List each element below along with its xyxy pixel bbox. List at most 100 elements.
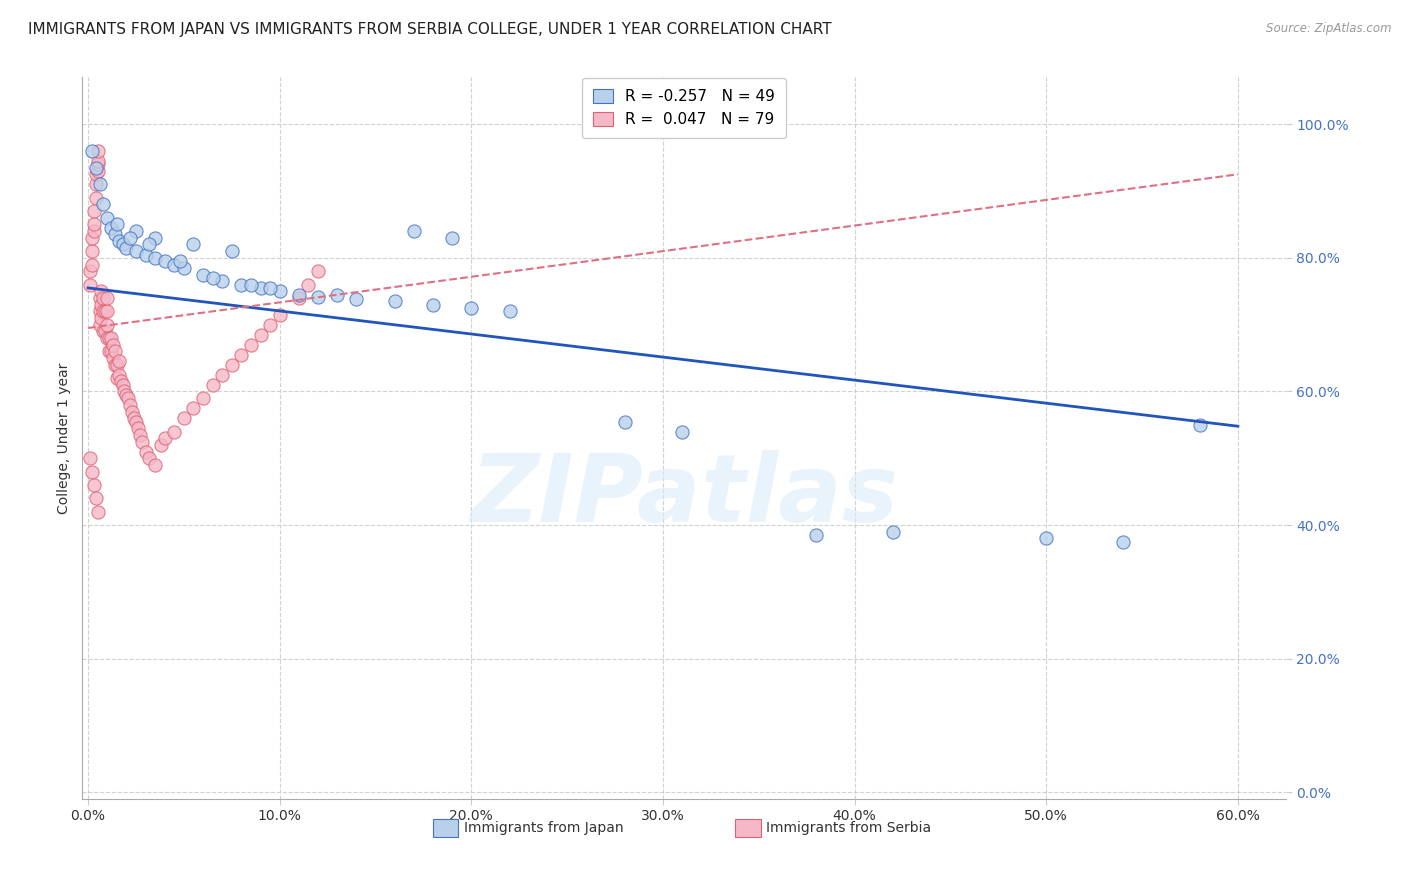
Point (96, 304, 118, 318)
Point (96, 331, 118, 345)
Point (183, 401, 205, 416)
Point (83, 224, 105, 238)
Point (460, 301, 482, 315)
Point (211, 274, 233, 288)
Point (93, 291, 115, 305)
Point (79, 451, 101, 466)
Point (249, 327, 271, 342)
Y-axis label: College, Under 1 year: College, Under 1 year (58, 362, 72, 514)
Point (1035, 532, 1057, 546)
Point (422, 297, 444, 311)
Point (104, 358, 127, 372)
Point (125, 244, 148, 259)
Point (107, 234, 129, 248)
Point (259, 281, 281, 295)
Point (153, 431, 176, 445)
Point (89, 178, 111, 192)
Point (83, 218, 105, 232)
Point (104, 344, 127, 359)
Point (98, 344, 121, 359)
Point (114, 384, 136, 399)
Point (107, 354, 129, 368)
Point (231, 348, 253, 362)
Point (121, 404, 143, 418)
Point (86, 144, 108, 158)
Point (86, 157, 108, 171)
Point (239, 337, 262, 351)
Point (143, 251, 166, 265)
Point (90, 310, 112, 325)
Text: ZIPatlas: ZIPatlas (470, 450, 898, 542)
Point (111, 377, 134, 392)
Point (86, 505, 108, 519)
Point (882, 524, 904, 539)
Point (169, 254, 191, 268)
Point (259, 318, 281, 332)
Point (83, 204, 105, 219)
Point (90, 297, 112, 311)
Point (163, 425, 186, 439)
Point (138, 451, 160, 466)
Point (201, 271, 224, 285)
Point (1112, 534, 1135, 549)
Point (96, 318, 118, 332)
Point (100, 220, 122, 235)
Point (307, 264, 329, 278)
Point (100, 331, 122, 345)
Point (441, 231, 464, 245)
Point (80, 465, 103, 479)
Point (94, 304, 117, 318)
Point (100, 344, 122, 359)
Point (84, 491, 107, 506)
Point (84, 167, 107, 181)
Point (93, 324, 115, 338)
Point (221, 358, 243, 372)
Point (163, 258, 186, 272)
Point (149, 438, 172, 452)
Point (173, 260, 195, 275)
Point (288, 291, 311, 305)
Point (89, 291, 111, 305)
Text: Immigrants from Serbia: Immigrants from Serbia (766, 822, 931, 836)
Point (269, 285, 291, 299)
Point (110, 375, 132, 389)
Text: Source: ZipAtlas.com: Source: ZipAtlas.com (1267, 22, 1392, 36)
Point (173, 411, 195, 425)
Point (101, 351, 124, 365)
Point (79, 277, 101, 292)
Point (671, 425, 693, 439)
Point (120, 231, 142, 245)
Point (191, 391, 214, 405)
Point (344, 293, 367, 307)
Point (80, 244, 103, 259)
Point (201, 377, 224, 392)
Point (93, 197, 115, 211)
Point (806, 528, 828, 542)
Point (153, 254, 176, 268)
Point (498, 304, 520, 318)
Point (288, 287, 311, 301)
Point (89, 304, 111, 318)
Point (115, 241, 138, 255)
Point (105, 358, 128, 372)
Point (125, 224, 148, 238)
Point (1188, 417, 1211, 432)
Point (143, 458, 166, 472)
Text: IMMIGRANTS FROM JAPAN VS IMMIGRANTS FROM SERBIA COLLEGE, UNDER 1 YEAR CORRELATIO: IMMIGRANTS FROM JAPAN VS IMMIGRANTS FROM… (28, 22, 832, 37)
Point (326, 287, 349, 301)
Point (111, 237, 134, 252)
Point (86, 164, 108, 178)
Point (384, 294, 406, 309)
Point (79, 264, 101, 278)
Point (104, 227, 127, 242)
Point (127, 421, 149, 435)
Point (307, 290, 329, 304)
Legend: R = -0.257   N = 49, R =  0.047   N = 79: R = -0.257 N = 49, R = 0.047 N = 79 (582, 78, 786, 138)
Point (122, 411, 145, 425)
Point (80, 231, 103, 245)
Point (80, 144, 103, 158)
Point (89, 318, 111, 332)
Point (84, 178, 107, 192)
Point (84, 191, 107, 205)
Point (221, 244, 243, 259)
